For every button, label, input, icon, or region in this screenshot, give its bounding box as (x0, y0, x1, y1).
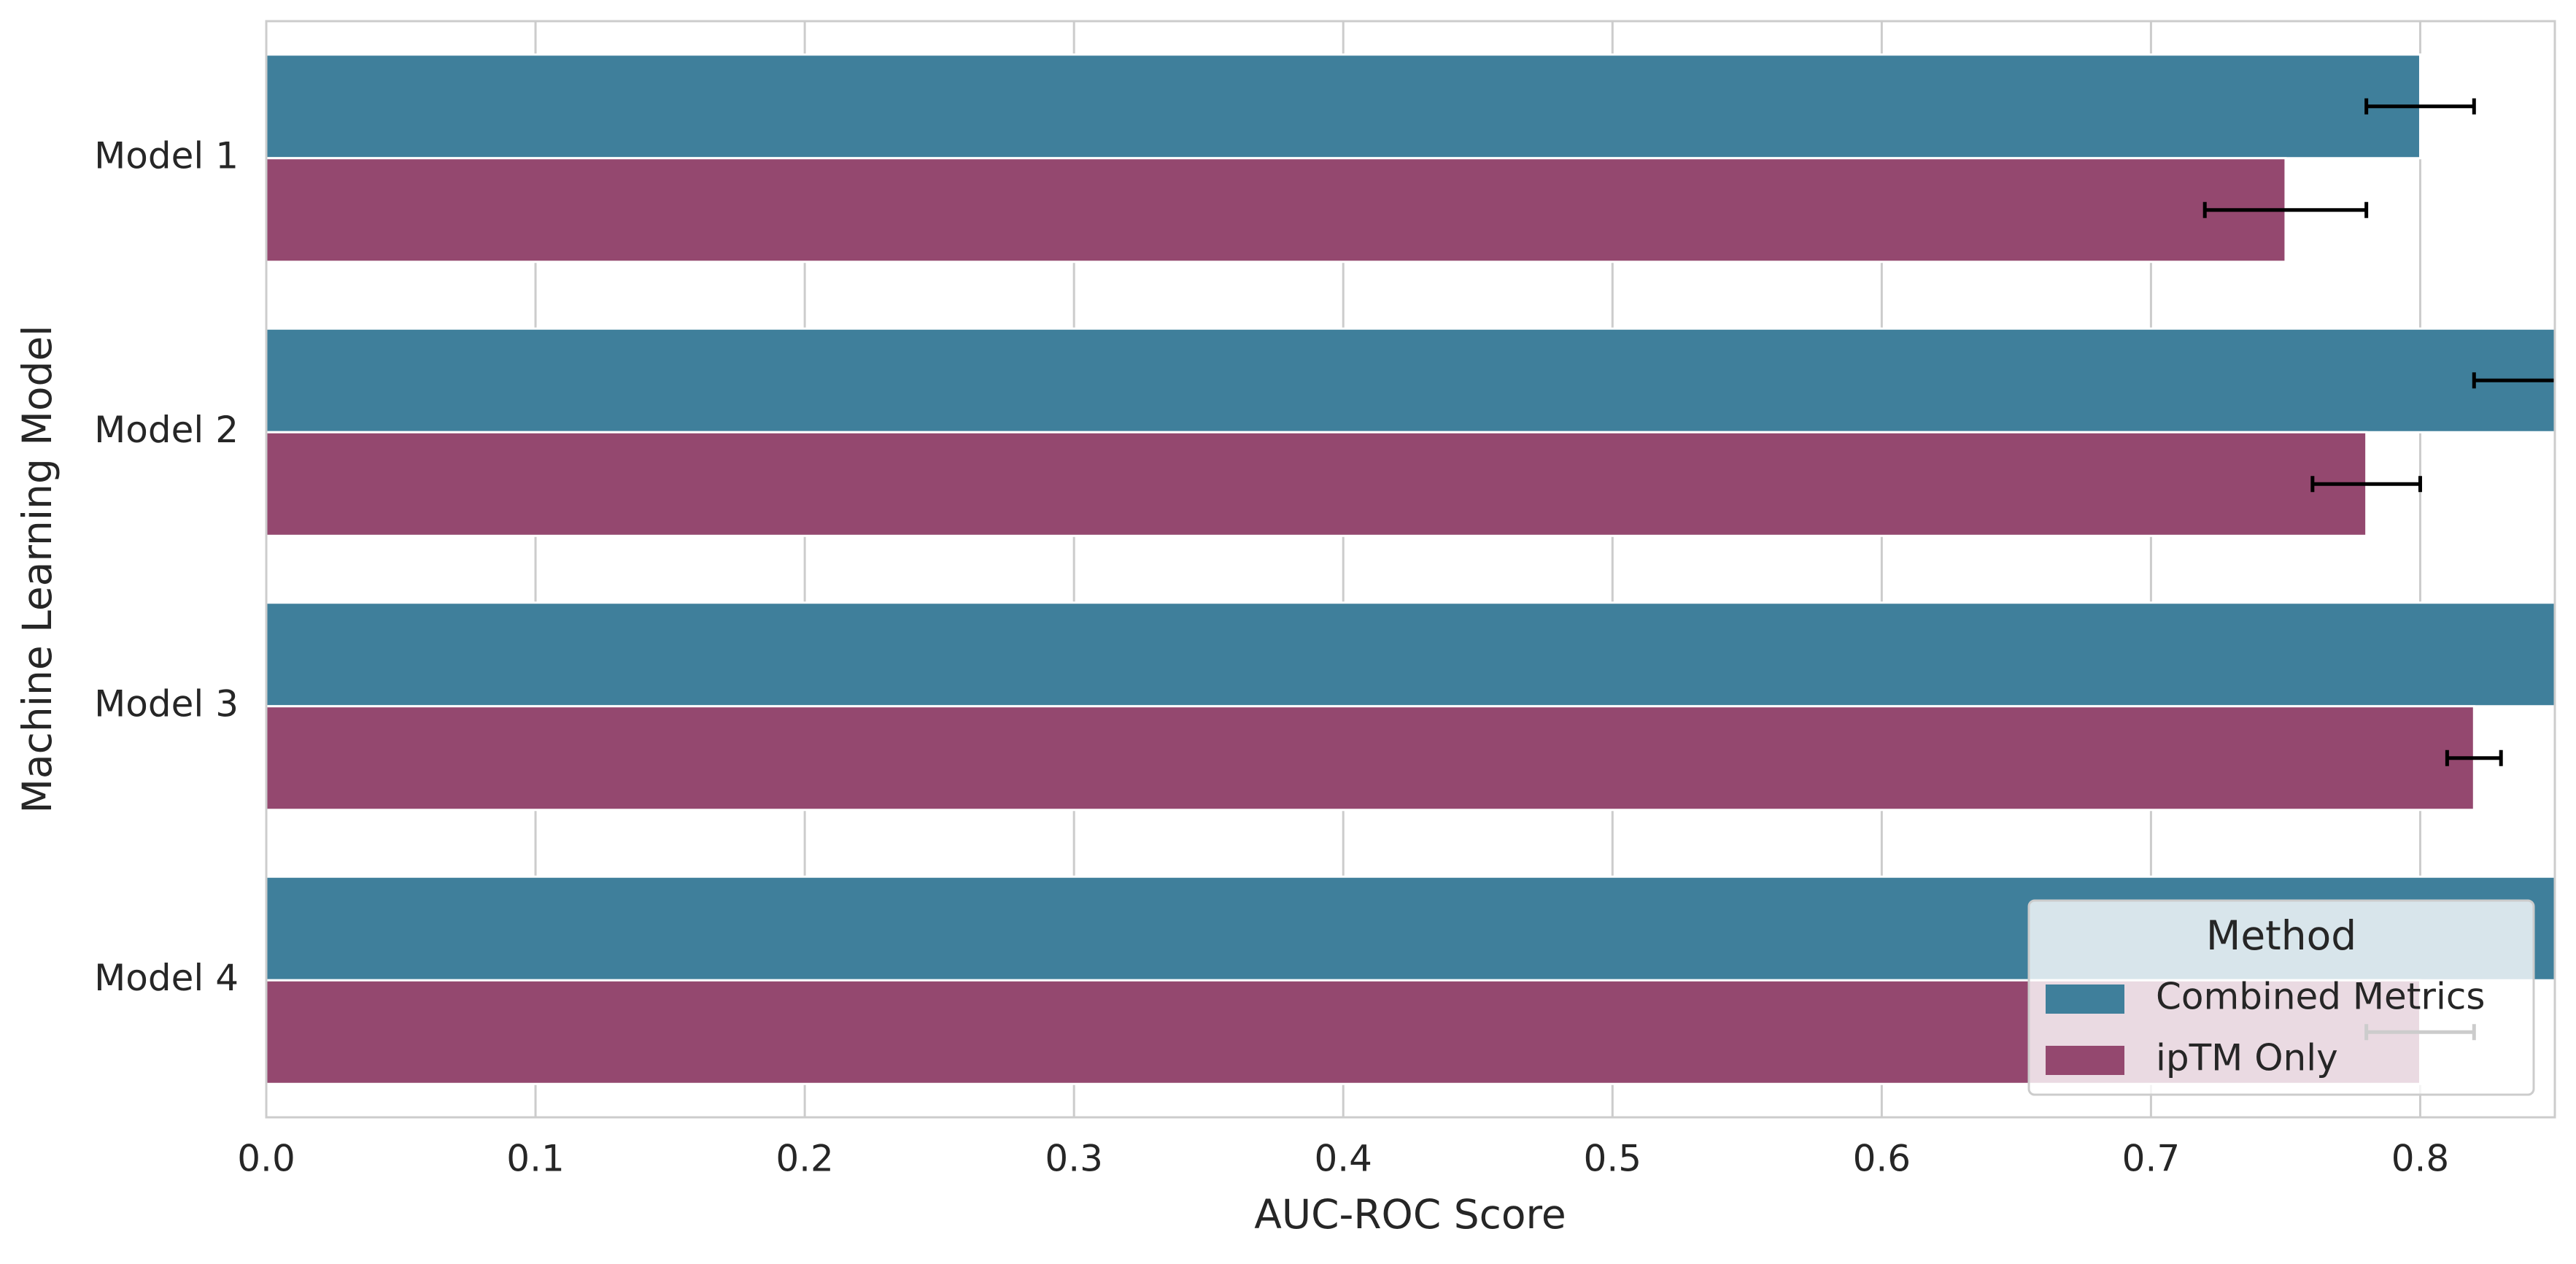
x-tick-label: 0.6 (1853, 1138, 1911, 1180)
bar (266, 601, 2555, 708)
plot-frame (265, 20, 2556, 1119)
legend-swatch (2046, 984, 2124, 1014)
x-tick-label: 0.2 (775, 1138, 834, 1180)
x-tick-label: 0.4 (1314, 1138, 1372, 1180)
error-bar (2472, 372, 2555, 389)
x-tick-label: 0.5 (1584, 1138, 1642, 1180)
bar (266, 327, 2555, 433)
legend-label: Combined Metrics (2156, 976, 2485, 1018)
x-tick-label: 0.1 (506, 1138, 565, 1180)
x-tick-label: 0.3 (1045, 1138, 1103, 1180)
legend: Method Combined Metrics ipTM Only (2027, 899, 2535, 1096)
y-tick-label: Model 3 (94, 682, 239, 725)
x-axis-title: AUC-ROC Score (1254, 1191, 1566, 1238)
bar (266, 705, 2475, 812)
legend-label: ipTM Only (2156, 1037, 2338, 1079)
bar (266, 157, 2287, 263)
error-bar (2364, 98, 2476, 115)
y-tick-label: Model 2 (94, 409, 239, 451)
labels: 0.0 0.1 0.2 0.3 0.4 0.5 0.6 0.7 0.8 Model 1 Model … (94, 134, 2449, 1179)
bar (266, 431, 2368, 537)
y-tick-label: Model 1 (94, 134, 239, 177)
legend-title: Method (2206, 912, 2356, 959)
bar (266, 53, 2421, 160)
bars (266, 53, 2555, 1085)
y-axis-title: Machine Learning Model (14, 325, 61, 813)
legend-box (2027, 899, 2535, 1096)
x-tick-label: 0.7 (2122, 1138, 2181, 1180)
error-bar (2310, 476, 2422, 493)
y-tick-label: Model 4 (94, 957, 239, 999)
x-tick-label: 0.0 (237, 1138, 295, 1180)
error-bar (2445, 749, 2503, 766)
legend-swatch (2046, 1046, 2124, 1075)
error-bar (2202, 201, 2369, 218)
x-tick-label: 0.8 (2391, 1138, 2450, 1180)
